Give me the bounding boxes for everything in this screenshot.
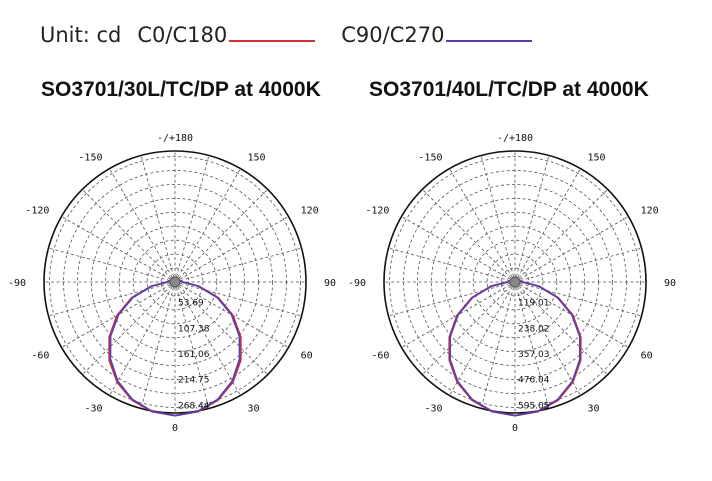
grid-ring — [104, 211, 246, 353]
angle-label: -90 — [348, 278, 366, 289]
grid-ring — [444, 211, 586, 353]
center-hub — [169, 276, 181, 288]
angle-label: -30 — [84, 404, 102, 415]
grid-ring — [49, 156, 301, 408]
radial-tick-label: 53.69 — [178, 299, 204, 309]
grid-ring — [472, 239, 558, 325]
angle-label: 120 — [641, 206, 659, 217]
grid-ring — [500, 267, 530, 297]
angle-label: -60 — [31, 351, 49, 362]
radial-tick-label: 107.38 — [178, 324, 210, 334]
radial-tick-label: 268.44 — [178, 401, 210, 411]
grid-ring — [90, 197, 260, 367]
angle-label: 60 — [641, 351, 653, 362]
angle-label: 150 — [248, 152, 266, 163]
radial-tick-label: 214.75 — [178, 376, 210, 386]
grid-ring — [403, 170, 627, 394]
legend-label-c90: C90/C270 — [341, 23, 445, 47]
radial-tick-label: 476.04 — [518, 376, 550, 386]
grid-ring — [389, 156, 641, 408]
angle-label: 60 — [301, 351, 313, 362]
grid-spoke — [82, 281, 176, 375]
angle-label: 150 — [588, 152, 606, 163]
outer-circle — [43, 150, 307, 414]
grid-ring — [118, 225, 232, 339]
radial-tick-label: 357.03 — [518, 350, 550, 360]
polar-chart-left: 53.69 107.38 161.06 214.75 268.44 -/+180 150 -1… — [8, 133, 336, 434]
angle-label: 0 — [172, 423, 178, 434]
grid-spoke — [449, 168, 516, 283]
legend-label-c0: C0/C180 — [137, 23, 228, 47]
angle-label: 120 — [301, 206, 319, 217]
grid-ring — [458, 225, 572, 339]
legend: Unit: cd C0/C180 C90/C270 — [40, 18, 533, 52]
legend-entry-c90: C90/C270 — [341, 23, 533, 47]
legend-swatch-c90 — [446, 40, 533, 42]
outer-circle — [383, 150, 647, 414]
angle-label: -150 — [78, 152, 102, 163]
angle-label: 90 — [664, 278, 676, 289]
center-hub — [509, 276, 521, 288]
angle-label: -120 — [365, 206, 389, 217]
radial-tick-label: 119.01 — [518, 299, 550, 309]
polar-grid — [44, 151, 306, 413]
angle-label: -90 — [8, 278, 26, 289]
angle-label: 30 — [248, 404, 260, 415]
angle-label: 0 — [512, 423, 518, 434]
angle-label: -/+180 — [157, 133, 193, 144]
angle-label: -30 — [424, 404, 442, 415]
grid-spoke — [109, 168, 176, 283]
grid-ring — [77, 184, 273, 380]
angle-label: -60 — [371, 351, 389, 362]
grid-ring — [417, 184, 613, 380]
grid-ring — [63, 170, 287, 394]
radial-tick-label: 595.05 — [518, 401, 550, 411]
chart-title-right: SO3701/40L/TC/DP at 4000K — [369, 78, 649, 101]
radial-tick-label: 161.06 — [178, 350, 210, 360]
polar-grid — [384, 151, 646, 413]
grid-ring — [146, 253, 204, 311]
angle-label: -120 — [25, 206, 49, 217]
legend-swatch-c0 — [229, 40, 316, 42]
grid-ring — [132, 239, 218, 325]
grid-ring — [430, 197, 600, 367]
angle-label: 30 — [588, 404, 600, 415]
grid-spoke — [514, 216, 629, 283]
unit-label: Unit: cd — [40, 23, 122, 47]
grid-ring — [486, 253, 544, 311]
grid-ring — [160, 267, 190, 297]
chart-title-left: SO3701/30L/TC/DP at 4000K — [41, 78, 321, 101]
legend-entry-c0: C0/C180 — [137, 23, 316, 47]
grid-spoke — [422, 281, 516, 375]
angle-label: -/+180 — [497, 133, 533, 144]
angle-label: 90 — [324, 278, 336, 289]
grid-spoke — [174, 216, 289, 283]
radial-tick-label: 238.02 — [518, 324, 550, 334]
angle-label: -150 — [418, 152, 442, 163]
polar-chart-right: 119.01 238.02 357.03 476.04 595.05 -/+180 150 -… — [348, 133, 676, 434]
